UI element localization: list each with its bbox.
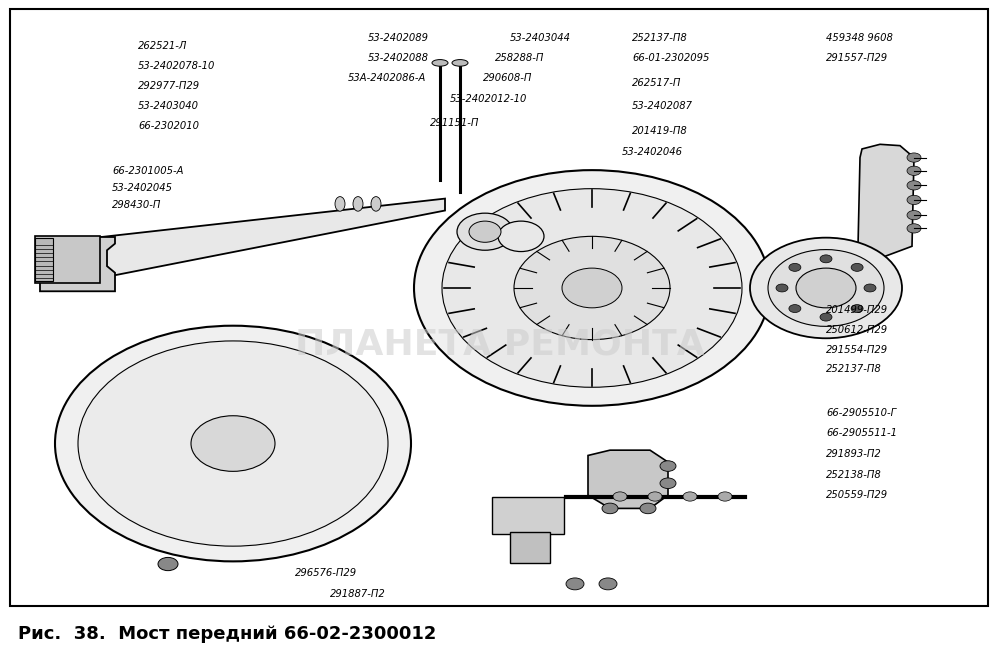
Circle shape (457, 213, 513, 250)
Circle shape (498, 221, 544, 252)
Circle shape (514, 236, 670, 340)
Text: 296576-П29: 296576-П29 (295, 568, 357, 579)
Text: 291151-П: 291151-П (430, 118, 479, 128)
Circle shape (851, 305, 863, 312)
Circle shape (907, 195, 921, 205)
Text: 291893-П2: 291893-П2 (826, 449, 882, 459)
Circle shape (566, 578, 584, 590)
Circle shape (640, 503, 656, 514)
Circle shape (750, 238, 902, 338)
Circle shape (648, 492, 662, 501)
Text: 262521-Л: 262521-Л (138, 41, 187, 52)
Text: 298430-П: 298430-П (112, 200, 161, 211)
Text: 291554-П29: 291554-П29 (826, 344, 888, 355)
Ellipse shape (432, 60, 448, 66)
Circle shape (602, 503, 618, 514)
Text: 250612-П29: 250612-П29 (826, 324, 888, 335)
Text: 292977-П29: 292977-П29 (138, 81, 200, 91)
Circle shape (660, 461, 676, 471)
Bar (35, 238, 53, 281)
Ellipse shape (371, 197, 381, 211)
Text: 53-2402087: 53-2402087 (632, 101, 693, 111)
Text: 53-2402088: 53-2402088 (368, 53, 429, 64)
Ellipse shape (335, 197, 345, 211)
Text: 252137-П8: 252137-П8 (632, 33, 688, 44)
Text: 291887-П2: 291887-П2 (330, 589, 386, 600)
Circle shape (776, 284, 788, 292)
Text: 250559-П29: 250559-П29 (826, 490, 888, 500)
Circle shape (55, 326, 411, 561)
Circle shape (442, 189, 742, 387)
Ellipse shape (452, 60, 468, 66)
Circle shape (820, 313, 832, 321)
Text: 53-2402046: 53-2402046 (622, 147, 683, 158)
Circle shape (718, 492, 732, 501)
Polygon shape (858, 144, 914, 258)
Text: 53А-2402086-А: 53А-2402086-А (348, 73, 426, 83)
Text: 53-2403044: 53-2403044 (510, 33, 571, 44)
Bar (35, 236, 100, 283)
Circle shape (907, 224, 921, 233)
Circle shape (191, 416, 275, 471)
Circle shape (660, 478, 676, 489)
Text: 459348 9608: 459348 9608 (826, 33, 893, 44)
Text: 53-2402012-10: 53-2402012-10 (450, 94, 527, 105)
Ellipse shape (353, 197, 363, 211)
Circle shape (796, 268, 856, 308)
Circle shape (907, 211, 921, 220)
Circle shape (907, 166, 921, 175)
Circle shape (907, 181, 921, 190)
Circle shape (414, 170, 770, 406)
Circle shape (78, 341, 388, 546)
Text: 66-2301005-А: 66-2301005-А (112, 166, 184, 176)
Text: 53-2403040: 53-2403040 (138, 101, 199, 111)
Circle shape (907, 153, 921, 162)
Text: ПЛАНЕТА РЕМОНТА: ПЛАНЕТА РЕМОНТА (295, 327, 705, 361)
Polygon shape (588, 450, 668, 508)
Text: 66-01-2302095: 66-01-2302095 (632, 53, 709, 64)
Text: 53-2402045: 53-2402045 (112, 183, 173, 193)
Text: 53-2402078-10: 53-2402078-10 (138, 61, 215, 71)
Text: 201499-П29: 201499-П29 (826, 305, 888, 315)
Text: 66-2905511-1: 66-2905511-1 (826, 428, 897, 438)
Polygon shape (40, 237, 115, 291)
Circle shape (469, 221, 501, 242)
Circle shape (789, 305, 801, 312)
Circle shape (789, 263, 801, 271)
Text: 291557-П29: 291557-П29 (826, 53, 888, 64)
Text: 262517-П: 262517-П (632, 78, 681, 89)
Circle shape (613, 492, 627, 501)
Text: 66-2905510-Г: 66-2905510-Г (826, 408, 896, 418)
Text: Рис.  38.  Мост передний 66-02-2300012: Рис. 38. Мост передний 66-02-2300012 (18, 625, 436, 643)
Polygon shape (60, 199, 445, 286)
Circle shape (864, 284, 876, 292)
Circle shape (851, 263, 863, 271)
Text: 252138-П8: 252138-П8 (826, 470, 882, 481)
Text: 252137-П8: 252137-П8 (826, 364, 882, 375)
Circle shape (599, 578, 617, 590)
Circle shape (562, 268, 622, 308)
Circle shape (158, 557, 178, 571)
Bar (492, 497, 564, 534)
Circle shape (768, 250, 884, 326)
Text: 201419-П8: 201419-П8 (632, 126, 688, 136)
Text: 53-2402089: 53-2402089 (368, 33, 429, 44)
Bar (510, 532, 550, 563)
Text: 290608-П: 290608-П (483, 73, 532, 83)
Circle shape (820, 255, 832, 263)
Text: 66-2302010: 66-2302010 (138, 120, 199, 131)
Circle shape (683, 492, 697, 501)
Text: 258288-П: 258288-П (495, 53, 544, 64)
